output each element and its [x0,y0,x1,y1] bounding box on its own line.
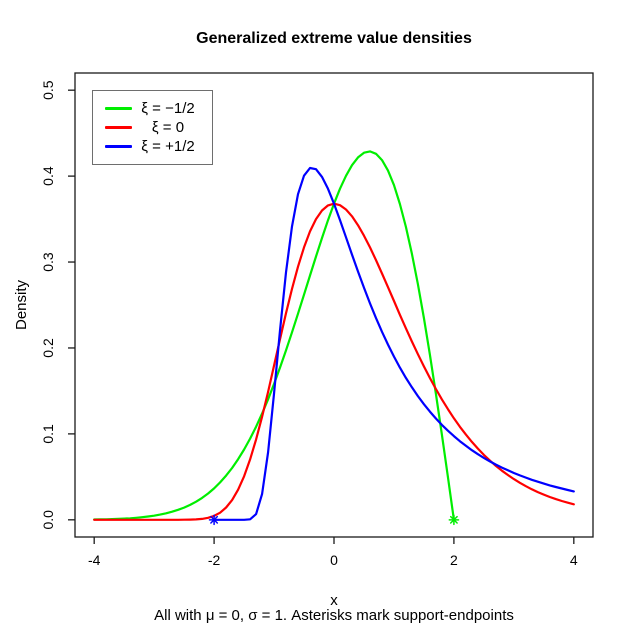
asterisk-stroke [210,515,219,524]
sub-caption: All with μ = 0, σ = 1. Asterisks mark su… [154,607,514,624]
x-tick-label: -2 [208,552,221,568]
asterisk-stroke [449,515,458,524]
density-curve-2 [213,166,575,521]
support-endpoint-marker [448,514,460,526]
plot-title: Generalized extreme value densities [196,30,472,47]
x-axis: -4 -2 0 2 4 [88,537,578,568]
density-curve-1 [93,202,575,521]
legend-entry: ξ = 0 [105,119,204,136]
legend-label: ξ = 0 [151,119,185,136]
y-tick-label: 0.4 [40,166,56,186]
legend-label: ξ = −1/2 [141,100,195,117]
density-curves [93,150,575,521]
y-axis-label: Density [13,279,30,330]
y-tick-label: 0.5 [40,80,56,100]
legend-entry: ξ = +1/2 [105,138,204,155]
legend-line-swatch-red [105,126,132,129]
y-tick-label: 0.2 [40,338,56,358]
y-axis: 0.0 0.1 0.2 0.3 0.4 0.5 [40,80,75,530]
x-tick-label: 2 [450,552,458,568]
x-tick-label: -4 [88,552,101,568]
density-curve-0 [93,150,455,521]
y-tick-label: 0.3 [40,252,56,272]
x-axis-label: x [330,592,338,609]
legend: ξ = −1/2 ξ = 0 ξ = +1/2 [92,90,213,165]
legend-line-swatch-blue [105,145,132,148]
support-endpoint-markers [208,514,460,526]
legend-entry: ξ = −1/2 [105,100,204,117]
support-endpoint-marker [208,514,220,526]
x-tick-label: 4 [570,552,578,568]
y-tick-label: 0.1 [40,424,56,444]
y-tick-label: 0.0 [40,510,56,530]
x-tick-label: 0 [330,552,338,568]
legend-line-swatch-green [105,107,132,110]
legend-label: ξ = +1/2 [141,138,195,155]
